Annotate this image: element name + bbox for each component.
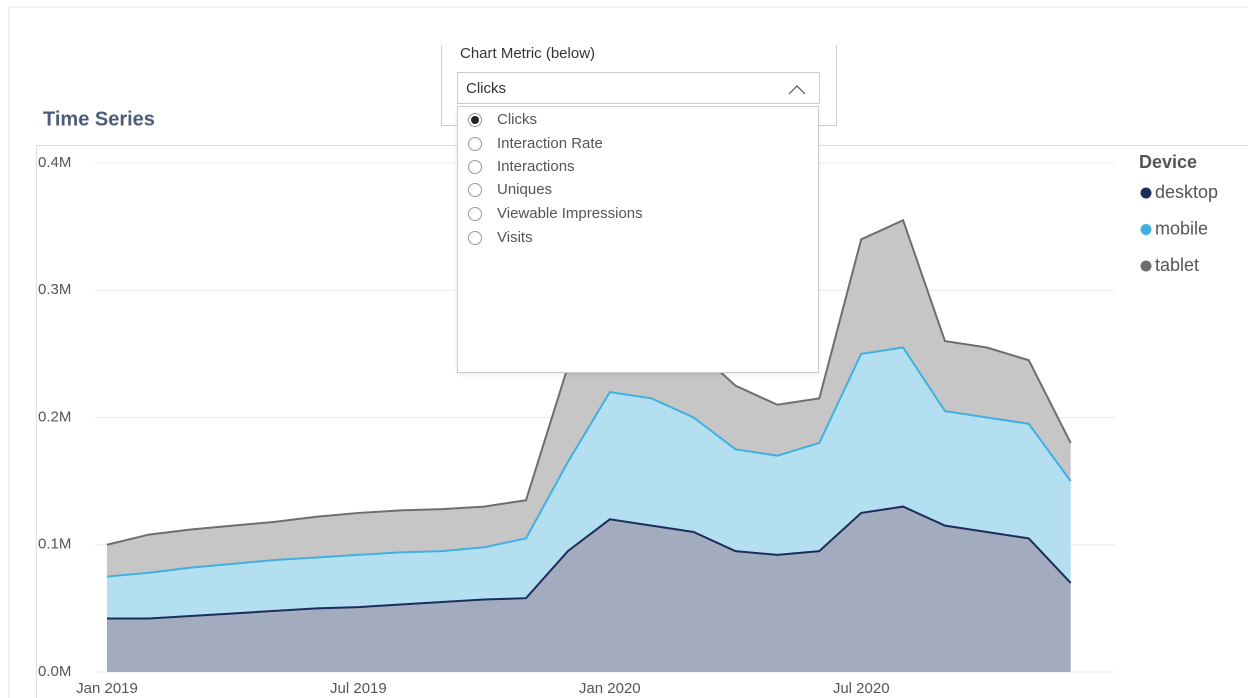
legend-title: Device <box>1139 152 1197 172</box>
radio <box>468 183 482 197</box>
option-label: Visits <box>497 229 533 246</box>
chart-title: Time Series <box>43 108 155 130</box>
y-tick-label: 0.4M <box>38 154 71 171</box>
option-label: Uniques <box>497 181 553 198</box>
option-label: Interactions <box>497 158 575 175</box>
x-tick-label: Jul 2019 <box>330 680 387 697</box>
dropdown-value: Clicks <box>466 80 506 97</box>
legend-marker <box>1140 224 1152 235</box>
radio <box>468 113 482 127</box>
legend-label: desktop <box>1155 182 1218 202</box>
line <box>107 505 1072 620</box>
option-label: Clicks <box>497 111 537 128</box>
legend-marker <box>1140 187 1152 199</box>
radio <box>468 207 482 221</box>
dropdown-list: Clicks Interaction Rate Interactions Unique… <box>457 106 819 373</box>
legend-marker <box>1140 260 1152 272</box>
area <box>107 220 1071 577</box>
legend-label: tablet <box>1155 255 1199 275</box>
slicer-title: Chart Metric (below) <box>460 45 596 62</box>
radio <box>468 137 482 151</box>
y-tick-label: 0.0M <box>38 663 71 680</box>
x-tick-label: Jan 2019 <box>76 680 138 697</box>
y-tick-label: 0.3M <box>38 281 71 298</box>
option-label: Interaction Rate <box>497 135 603 152</box>
legend-label: mobile <box>1155 218 1208 238</box>
y-tick-label: 0.2M <box>38 408 71 425</box>
line <box>106 346 1072 578</box>
y-tick-label: 0.1M <box>38 536 71 553</box>
x-tick-label: Jan 2020 <box>579 680 641 697</box>
option-label: Viewable Impressions <box>497 205 643 222</box>
area <box>107 506 1071 672</box>
x-tick-label: Jul 2020 <box>833 680 890 697</box>
dropdown[interactable]: Clicks <box>457 72 820 104</box>
area <box>107 347 1071 619</box>
chevron <box>788 85 806 95</box>
radio <box>468 160 482 174</box>
radio <box>468 231 482 245</box>
